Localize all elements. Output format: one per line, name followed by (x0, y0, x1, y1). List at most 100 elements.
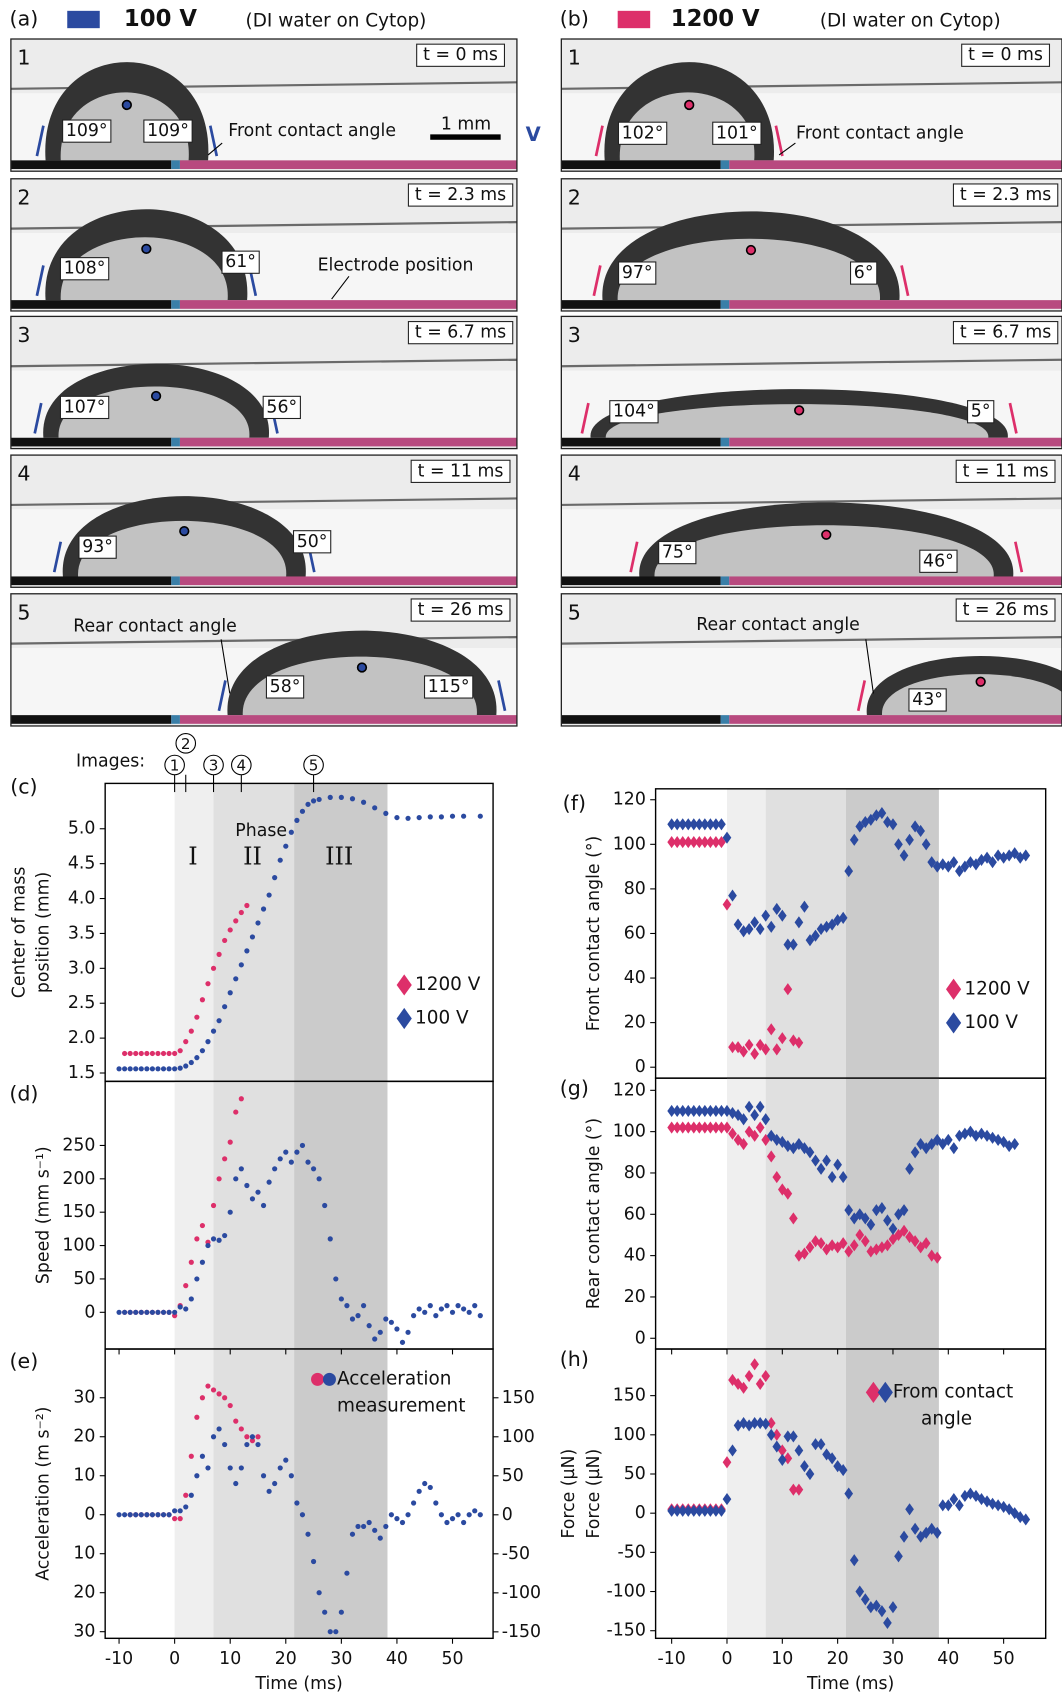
point (116, 1066, 122, 1072)
point (260, 906, 267, 912)
center-of-mass (179, 526, 190, 537)
point (222, 1004, 228, 1010)
point (394, 814, 400, 821)
point (1015, 851, 1025, 864)
strip-gap (720, 300, 730, 309)
point (739, 1113, 748, 1126)
point (1004, 1503, 1014, 1516)
y-tick-label: 150 (613, 1386, 646, 1406)
label-box (143, 119, 193, 143)
point (711, 836, 721, 849)
point (249, 1196, 256, 1202)
strip-dark (561, 437, 721, 447)
point (477, 1512, 483, 1518)
point (905, 833, 914, 846)
point (266, 1488, 272, 1494)
label-box (423, 675, 474, 699)
point (305, 1531, 311, 1537)
point (305, 1159, 311, 1165)
point (199, 1259, 206, 1265)
point (227, 1209, 233, 1215)
image-circle (175, 733, 197, 754)
point (794, 1483, 804, 1496)
point (844, 1204, 854, 1217)
panel-label: (c) (10, 775, 37, 799)
x-tick-label: 0 (721, 1649, 732, 1669)
label-box (410, 459, 511, 483)
point (160, 1309, 167, 1315)
point (138, 1512, 144, 1518)
y-tick-label: 20 (624, 1013, 646, 1033)
point (999, 851, 1008, 864)
legend-text: 100 V (124, 6, 197, 32)
images-label: Images: (76, 752, 145, 772)
point (427, 1303, 433, 1309)
point (205, 1242, 211, 1249)
legend-swatch (617, 10, 651, 29)
angle-label: 93° (82, 537, 113, 557)
x-tick-label: 10 (771, 1649, 793, 1669)
point (260, 1473, 267, 1479)
point (711, 818, 721, 831)
point (411, 1313, 417, 1319)
point (672, 1504, 682, 1517)
label-box (658, 540, 697, 565)
point (667, 1121, 676, 1134)
point (678, 1104, 688, 1118)
reflection-line (10, 636, 517, 645)
point (883, 1214, 892, 1227)
point (766, 1416, 776, 1430)
point (943, 1499, 953, 1512)
point (416, 1306, 422, 1312)
frame-number: 1 (568, 46, 581, 70)
annotation: V (526, 123, 541, 146)
point (805, 1146, 815, 1159)
point (244, 948, 250, 954)
point (438, 814, 444, 820)
point (849, 1239, 859, 1252)
point (794, 1036, 804, 1049)
frame-time: t = 0 ms (423, 45, 498, 65)
point (222, 1395, 228, 1401)
point (249, 1438, 256, 1444)
tangent (580, 402, 590, 434)
legend-text: measurement (337, 1395, 465, 1416)
point (238, 962, 244, 968)
point (728, 889, 737, 902)
point (233, 1418, 239, 1424)
point (750, 1047, 759, 1060)
annotation: 1 mm (441, 115, 491, 135)
point (938, 1499, 948, 1512)
point (849, 1554, 859, 1567)
point (383, 1523, 389, 1530)
phase-band (213, 1349, 295, 1639)
phase-band (294, 783, 388, 1082)
point (360, 799, 367, 805)
point (728, 1127, 737, 1140)
image-circle (164, 754, 185, 776)
center-of-mass (356, 662, 368, 673)
point (672, 818, 682, 831)
point (988, 1131, 997, 1144)
point (921, 1237, 931, 1250)
label-box (407, 321, 514, 345)
annotation: Rear contact angle (696, 615, 860, 635)
point (360, 1523, 367, 1530)
frame-time: t = 2.3 ms (415, 185, 506, 205)
panel-label: (h) (560, 1347, 589, 1371)
y-tick-label: 10 (73, 1544, 95, 1564)
point (255, 1189, 261, 1195)
y-tick-label: 0 (84, 1302, 95, 1322)
point (689, 1104, 699, 1118)
point (789, 1483, 798, 1496)
point (750, 1109, 759, 1122)
image-circle (203, 754, 224, 776)
point (1004, 1140, 1014, 1153)
point (166, 1066, 172, 1072)
angle-label: 108° (64, 259, 106, 279)
label-box (712, 121, 762, 145)
point (477, 1313, 483, 1319)
point (360, 1303, 367, 1309)
point (449, 1516, 456, 1522)
angle-label: 6° (854, 263, 874, 283)
